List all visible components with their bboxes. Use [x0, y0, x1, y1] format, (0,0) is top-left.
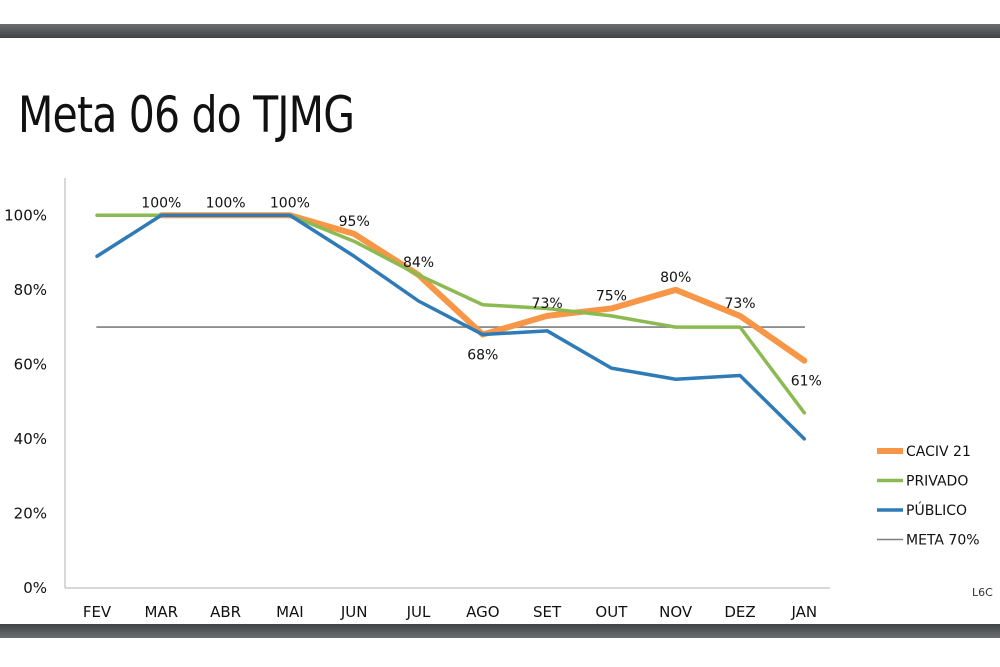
data-label: 100%	[141, 195, 181, 211]
legend-label: PÚBLICO	[906, 501, 967, 519]
slide-title: Meta 06 do TJMG	[18, 86, 355, 144]
x-tick-label: JAN	[790, 603, 817, 621]
x-tick-label: OUT	[595, 603, 628, 621]
y-tick-label: 0%	[23, 579, 47, 597]
series-line-caciv-21	[158, 212, 808, 364]
y-tick-label: 20%	[14, 504, 47, 522]
series-line-p-blico	[95, 213, 807, 441]
data-label: 61%	[791, 374, 822, 390]
x-tick-label: JUN	[340, 603, 368, 621]
x-tick-label: MAI	[276, 603, 304, 621]
y-tick-label: 100%	[4, 206, 47, 224]
data-label: 73%	[532, 296, 563, 312]
x-tick-label: JUL	[406, 603, 431, 621]
data-label: 73%	[724, 296, 755, 312]
data-label: 68%	[467, 348, 498, 364]
logo-mark: L6C	[972, 586, 993, 599]
legend-label: CACIV 21	[906, 444, 971, 460]
y-tick-label: 40%	[14, 430, 47, 448]
legend-label: META 70%	[906, 533, 980, 549]
x-tick-label: DEZ	[724, 603, 755, 621]
data-labels: 100% 100% 100% 95% 84% 68% 73% 75% 80% 73% 61%	[141, 195, 822, 389]
x-tick-label: NOV	[659, 603, 693, 621]
y-tick-label: 60%	[14, 355, 47, 373]
legend: CACIV 21 PRIVADO PÚBLICO META 70%	[877, 444, 980, 549]
x-tick-label: SET	[533, 603, 562, 621]
x-tick-label: MAR	[144, 603, 178, 621]
bottom-frame-bar	[0, 624, 1000, 638]
data-label: 95%	[339, 214, 370, 230]
series-lines	[95, 212, 808, 441]
y-axis-ticks: 0% 20% 40% 60% 80% 100%	[4, 206, 47, 597]
data-label: 80%	[660, 270, 691, 286]
series-line-privado	[95, 213, 807, 415]
top-frame-bar	[0, 24, 1000, 38]
data-label: 100%	[270, 195, 310, 211]
x-tick-label: AGO	[466, 603, 499, 621]
data-label: 84%	[403, 255, 434, 271]
x-tick-label: FEV	[83, 603, 112, 621]
x-tick-label: ABR	[210, 603, 241, 621]
x-axis-ticks: FEV MAR ABR MAI JUN JUL AGO SET OUT NOV DEZ JAN	[83, 603, 817, 621]
data-label: 100%	[206, 195, 246, 211]
legend-label: PRIVADO	[906, 474, 968, 490]
y-tick-label: 80%	[14, 281, 47, 299]
chart-axes	[64, 178, 830, 589]
data-label: 75%	[596, 288, 627, 304]
